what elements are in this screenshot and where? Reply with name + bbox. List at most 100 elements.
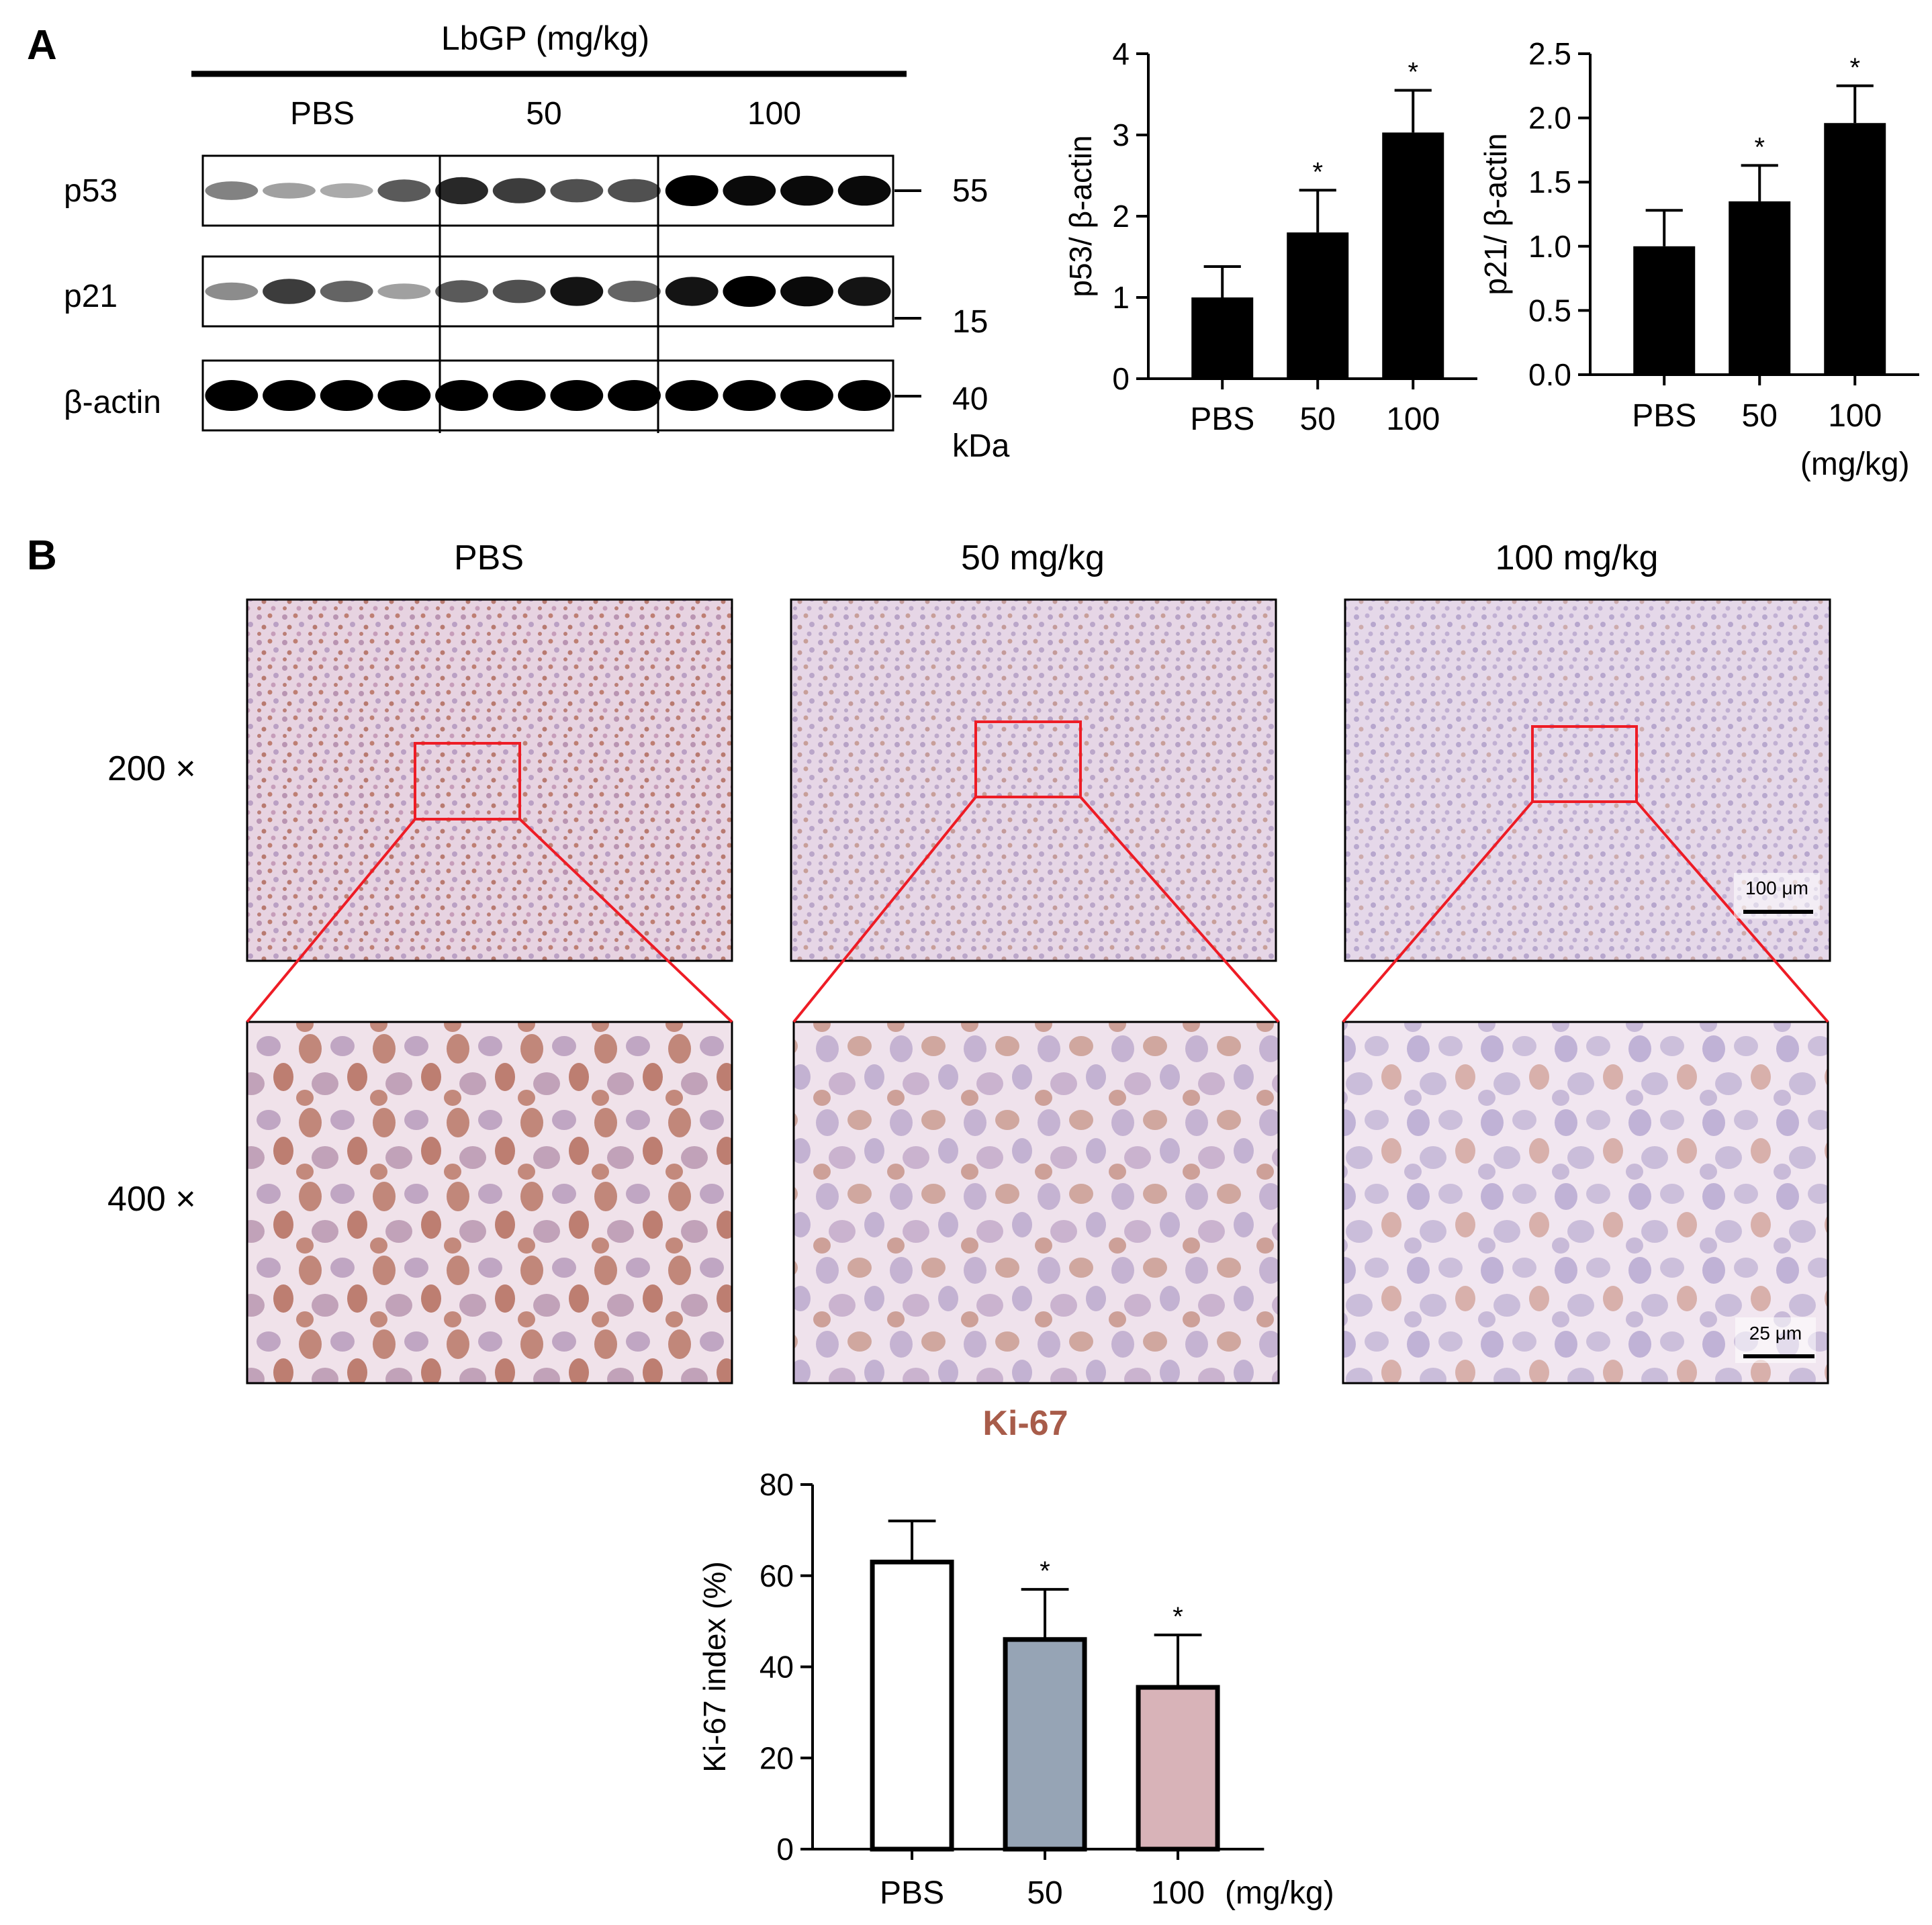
stain-label: Ki-67 xyxy=(982,1404,1068,1443)
bar-50 xyxy=(1287,232,1349,379)
y-tick-label: 1 xyxy=(1112,280,1130,315)
zoom-connector-50-right xyxy=(1079,796,1280,1023)
blot-group-pbs: PBS xyxy=(290,96,355,132)
zoom-connector-100 xyxy=(1342,800,1534,1023)
y-tick-label: 40 xyxy=(760,1650,794,1685)
blot-bands xyxy=(205,175,891,411)
blot-band-actin-3 xyxy=(320,380,373,411)
x-tick-label: 50 xyxy=(1300,402,1336,437)
bar-50 xyxy=(1729,201,1791,375)
y-axis-label: Ki-67 index (%) xyxy=(697,1561,732,1772)
x-unit-label: (mg/kg) xyxy=(1225,1875,1334,1911)
panel-a-label: A xyxy=(27,22,57,68)
y-tick-label: 0 xyxy=(1112,361,1130,396)
zoom-box-100 xyxy=(1531,725,1638,803)
micrograph-200x-50 xyxy=(790,598,1277,962)
column-title-100: 100 mg/kg xyxy=(1496,538,1659,577)
bar-pbs xyxy=(870,1559,954,1852)
p21-bar-chart: 0.0 0.5 1.0 1.5 2.0 2.5 p21/ β-actin PBS * 50 * 100… xyxy=(1478,36,1919,482)
blot-band-p21-2 xyxy=(263,279,316,304)
bar-pbs xyxy=(1633,246,1696,375)
zoom-connector-50 xyxy=(792,796,977,1023)
x-unit-label: (mg/kg) xyxy=(1800,447,1910,482)
bar-pbs xyxy=(1191,297,1254,379)
blot-frame-beta-actin xyxy=(201,359,894,432)
blot-band-actin-4 xyxy=(377,380,431,411)
x-tick-label: PBS xyxy=(1190,402,1254,437)
x-tick-label: 100 xyxy=(1386,402,1440,437)
micrograph-400x-pbs xyxy=(246,1021,733,1384)
blot-group-100: 100 xyxy=(747,96,801,132)
blot-band-actin-10 xyxy=(723,380,776,411)
zoom-connector-pbs-right xyxy=(518,818,733,1023)
significance-marker: * xyxy=(1408,57,1418,87)
blot-band-p53-5 xyxy=(435,177,488,205)
blot-band-actin-7 xyxy=(550,380,604,411)
blot-band-p21-1 xyxy=(205,282,259,301)
ki67-bar-chart: 0 20 40 60 80 Ki-67 index (%) PBS * 50 * 100 (mg/kg… xyxy=(697,1467,1334,1911)
p53-bar-chart: 0 1 2 3 4 p53/ β-actin PBS * 50 * 100 xyxy=(1063,36,1477,437)
zoom-indicators xyxy=(246,720,1829,1023)
y-tick-label: 2 xyxy=(1112,199,1130,234)
blot-band-p53-12 xyxy=(837,175,891,206)
blot-band-p53-11 xyxy=(780,175,833,206)
x-tick-label: PBS xyxy=(1632,398,1696,434)
bar-100 xyxy=(1136,1685,1220,1852)
blot-row-label-beta-actin: β-actin xyxy=(64,385,161,420)
marker-label-55: 55 xyxy=(952,173,988,209)
row-label-200x: 200 × xyxy=(107,749,196,788)
y-tick-label: 1.5 xyxy=(1528,165,1571,199)
blot-band-p53-4 xyxy=(377,179,431,202)
significance-marker: * xyxy=(1172,1602,1183,1632)
blot-band-actin-1 xyxy=(205,380,259,411)
blot-band-actin-9 xyxy=(665,380,719,411)
blot-band-actin-12 xyxy=(837,380,891,411)
micrograph-400x-50 xyxy=(792,1021,1280,1384)
blot-group-50: 50 xyxy=(526,96,561,132)
y-tick-label: 80 xyxy=(760,1467,794,1502)
treatment-label: LbGP (mg/kg) xyxy=(441,19,649,57)
row-label-400x: 400 × xyxy=(107,1180,196,1219)
blot-band-p21-5 xyxy=(435,280,488,303)
blot-band-actin-11 xyxy=(780,380,833,411)
micrograph-200x-pbs xyxy=(246,598,733,962)
blot-frame-p53 xyxy=(201,154,894,227)
blot-band-p21-6 xyxy=(492,279,546,303)
y-tick-label: 4 xyxy=(1112,36,1130,71)
blot-band-p53-3 xyxy=(320,183,373,199)
bar-100 xyxy=(1382,132,1444,379)
y-tick-label: 3 xyxy=(1112,118,1130,152)
marker-unit: kDa xyxy=(952,428,1010,464)
blot-band-actin-5 xyxy=(435,380,488,411)
blot-band-p21-9 xyxy=(665,277,719,306)
x-tick-label: 100 xyxy=(1151,1875,1205,1911)
blot-band-p53-10 xyxy=(723,175,776,206)
zoom-box-pbs xyxy=(414,742,521,820)
y-tick-label: 0 xyxy=(776,1832,794,1867)
y-tick-label: 2.5 xyxy=(1528,36,1571,71)
zoom-connector-100-right xyxy=(1635,800,1829,1023)
blot-band-p21-10 xyxy=(723,276,776,307)
blot-band-p21-7 xyxy=(550,277,604,306)
blot-band-actin-6 xyxy=(492,380,546,411)
blot-band-p53-8 xyxy=(608,179,661,203)
significance-marker: * xyxy=(1849,53,1860,83)
y-tick-label: 1.0 xyxy=(1528,229,1571,264)
blot-band-p53-7 xyxy=(550,179,604,203)
y-tick-label: 0.5 xyxy=(1528,293,1571,328)
y-tick-label: 2.0 xyxy=(1528,101,1571,136)
panel-b-label: B xyxy=(27,532,57,579)
bar-50 xyxy=(1003,1637,1087,1852)
zoom-box-50 xyxy=(974,720,1082,798)
marker-label-40: 40 xyxy=(952,381,988,417)
blot-row-label-p53: p53 xyxy=(64,173,118,209)
x-tick-label: PBS xyxy=(880,1875,944,1911)
y-axis-label: p53/ β-actin xyxy=(1063,135,1098,297)
blot-band-p21-4 xyxy=(377,283,431,299)
blot-band-p53-1 xyxy=(205,181,259,200)
blot-band-p53-2 xyxy=(263,183,316,199)
column-title-pbs: PBS xyxy=(454,538,524,577)
blot-band-actin-8 xyxy=(608,380,661,411)
scale-bar-label-100um: 100 μm xyxy=(1745,878,1808,898)
